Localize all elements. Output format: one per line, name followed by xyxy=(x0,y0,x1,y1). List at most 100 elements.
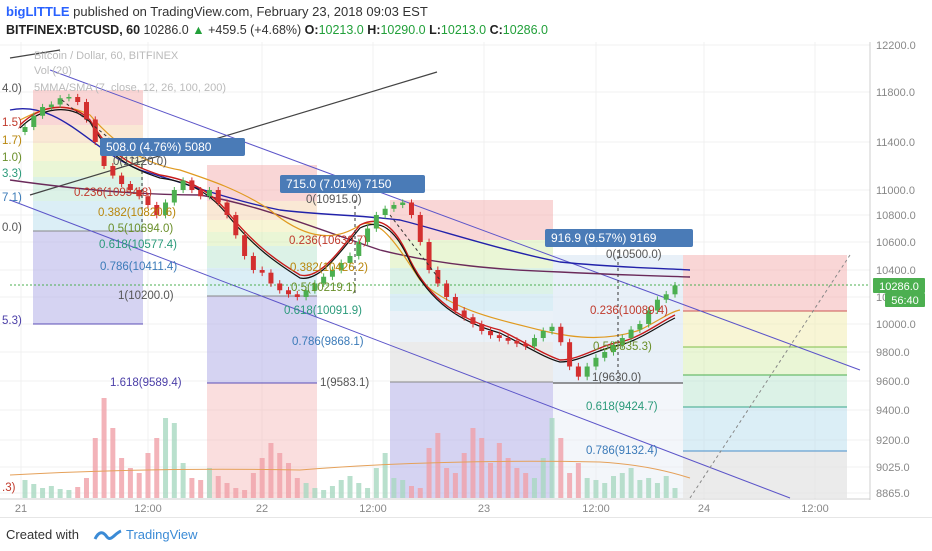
y-tick-label: 9600.0 xyxy=(876,376,910,388)
rising-trendline-2[interactable] xyxy=(9,49,61,59)
volume-bar xyxy=(611,476,617,498)
candle-body xyxy=(75,97,81,102)
candle-body xyxy=(672,285,678,295)
candle-body xyxy=(40,107,46,116)
volume-bar xyxy=(417,488,423,498)
fib4-zone-7 xyxy=(683,451,847,498)
price-chart[interactable]: 508.0 (4.76%) 5080 715.0 (7.01%) 7150 916.… xyxy=(0,0,932,517)
volume-bar xyxy=(505,458,511,498)
fib-left-cut-label: 1.5) xyxy=(2,117,22,129)
candle-body xyxy=(663,294,669,300)
fib1-zone-6 xyxy=(33,231,143,324)
volume-bar xyxy=(206,468,212,498)
candle-body xyxy=(338,263,344,270)
x-tick-label: 12:00 xyxy=(134,503,162,515)
y-tick-label: 11800.0 xyxy=(876,87,915,99)
candle-body xyxy=(523,343,529,347)
fib-level-label: 0.382(10426.2) xyxy=(290,262,368,274)
volume-ma-line xyxy=(9,460,691,479)
measure-label-box xyxy=(100,138,245,156)
volume-bar xyxy=(531,478,537,498)
fib-level-label: 1(9583.1) xyxy=(320,377,369,389)
volume-bar xyxy=(602,483,608,498)
high-value: 10290.0 xyxy=(380,23,426,37)
fib-left-cut-label: 5.3) xyxy=(2,315,22,327)
fib-level-label: 0.236(10954.8) xyxy=(74,187,152,199)
volume-bar xyxy=(356,483,362,498)
candle-body xyxy=(206,190,212,197)
fib-zones xyxy=(33,90,847,498)
change-value: +459.5 (+4.68%) xyxy=(208,23,302,37)
fib4-zone-2 xyxy=(683,255,847,311)
y-tick-labels: 12200.0 11800.0 11400.0 11000.0 10800.0 10600… xyxy=(876,40,916,500)
volume-bar xyxy=(259,458,265,498)
measure-label-box xyxy=(545,229,693,247)
author-link[interactable]: bigLITTLE xyxy=(6,4,70,19)
low-label: L: xyxy=(429,23,441,37)
candle-body xyxy=(286,290,292,295)
volume-bar xyxy=(171,423,177,498)
volume-bar xyxy=(540,458,546,498)
channel-lower-line[interactable] xyxy=(9,199,791,499)
volume-bar xyxy=(628,468,634,498)
volume-bar xyxy=(373,468,379,498)
y-tick-label: 10000.0 xyxy=(876,319,916,331)
volume-bar xyxy=(145,453,151,498)
candle-body xyxy=(549,326,555,331)
volume-bar xyxy=(92,438,98,498)
volume-bar xyxy=(224,483,230,498)
fib4-zone-8 xyxy=(553,383,683,498)
volume-bar xyxy=(233,488,239,498)
published-text: published on TradingView.com, February 2… xyxy=(73,4,428,19)
candle-body xyxy=(180,180,186,190)
volume-bar xyxy=(57,489,63,498)
candle-body xyxy=(426,242,432,270)
candle-body xyxy=(584,366,590,377)
volume-bar xyxy=(154,438,160,498)
fib-level-label: 0(10500.0) xyxy=(606,249,662,261)
volume-bar xyxy=(514,468,520,498)
countdown-box xyxy=(885,293,925,307)
last-price-box xyxy=(873,278,925,293)
close-value: 10286.0 xyxy=(502,23,548,37)
candle-body xyxy=(268,272,274,284)
candle-body xyxy=(575,366,581,377)
candle-body xyxy=(646,310,652,324)
channel-upper-line[interactable] xyxy=(49,69,861,371)
fib4-zone-3 xyxy=(683,311,847,347)
price-axis[interactable] xyxy=(869,42,932,500)
volume-bar xyxy=(110,428,116,498)
volume-bar xyxy=(470,428,476,498)
volume-bar xyxy=(22,480,28,498)
last-price-badge-text: 10286.0 xyxy=(879,281,919,293)
tradingview-brand-link[interactable]: TradingView xyxy=(126,527,198,542)
volume-bar xyxy=(101,398,107,498)
volume-bar xyxy=(83,478,89,498)
volume-bar xyxy=(48,486,54,498)
volume-bar xyxy=(496,443,502,498)
tradingview-logo-icon[interactable] xyxy=(93,527,123,543)
volume-bar xyxy=(312,488,318,498)
fib-level-label: 0.618(10091.9) xyxy=(284,305,362,317)
symbol-label[interactable]: BITFINEX:BTCUSD, 60 xyxy=(6,23,141,37)
legend-volume: Vol (20) xyxy=(34,65,72,77)
y-tick-label: 9400.0 xyxy=(876,405,910,417)
candle-body xyxy=(567,342,573,367)
measure-label-box xyxy=(280,175,425,193)
high-label: H: xyxy=(367,23,381,37)
up-arrow-icon: ▲ xyxy=(192,23,205,37)
volume-bar xyxy=(488,463,494,498)
volume-bar xyxy=(575,463,581,498)
volume-bar xyxy=(479,438,485,498)
x-tick-label: 23 xyxy=(478,503,490,515)
volume-bar xyxy=(180,463,186,498)
volume-bar xyxy=(523,473,529,498)
price-axis-bg xyxy=(870,42,932,500)
volume-bar xyxy=(250,473,256,498)
rising-trendline[interactable] xyxy=(29,71,438,196)
fib-level-label: 0.382(10820.6) xyxy=(98,207,176,219)
y-tick-label: 9800.0 xyxy=(876,347,910,359)
volume-bar xyxy=(198,480,204,498)
candle-body xyxy=(514,340,520,344)
volume-bar xyxy=(619,473,625,498)
